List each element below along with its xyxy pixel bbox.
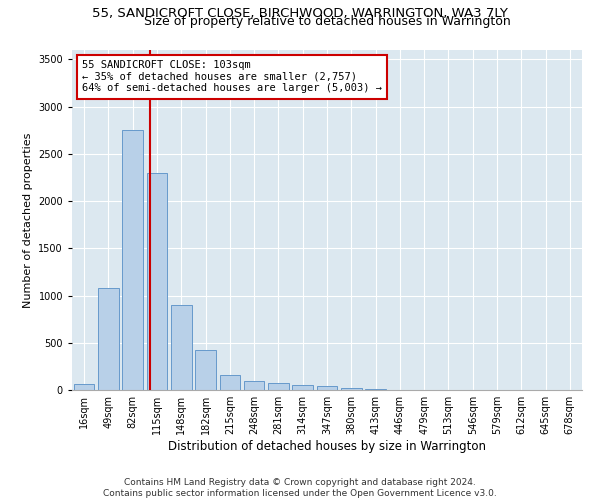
Bar — [268, 384, 289, 390]
Bar — [122, 130, 143, 390]
X-axis label: Distribution of detached houses by size in Warrington: Distribution of detached houses by size … — [168, 440, 486, 453]
Bar — [365, 389, 386, 390]
Bar — [74, 384, 94, 390]
Bar — [98, 288, 119, 390]
Bar — [195, 350, 216, 390]
Bar — [220, 375, 240, 390]
Bar — [341, 388, 362, 390]
Text: Contains HM Land Registry data © Crown copyright and database right 2024.
Contai: Contains HM Land Registry data © Crown c… — [103, 478, 497, 498]
Bar — [146, 173, 167, 390]
Bar — [317, 386, 337, 390]
Title: Size of property relative to detached houses in Warrington: Size of property relative to detached ho… — [143, 15, 511, 28]
Bar — [244, 380, 265, 390]
Bar — [292, 386, 313, 390]
Text: 55, SANDICROFT CLOSE, BIRCHWOOD, WARRINGTON, WA3 7LY: 55, SANDICROFT CLOSE, BIRCHWOOD, WARRING… — [92, 8, 508, 20]
Text: 55 SANDICROFT CLOSE: 103sqm
← 35% of detached houses are smaller (2,757)
64% of : 55 SANDICROFT CLOSE: 103sqm ← 35% of det… — [82, 60, 382, 94]
Y-axis label: Number of detached properties: Number of detached properties — [23, 132, 32, 308]
Bar — [171, 305, 191, 390]
